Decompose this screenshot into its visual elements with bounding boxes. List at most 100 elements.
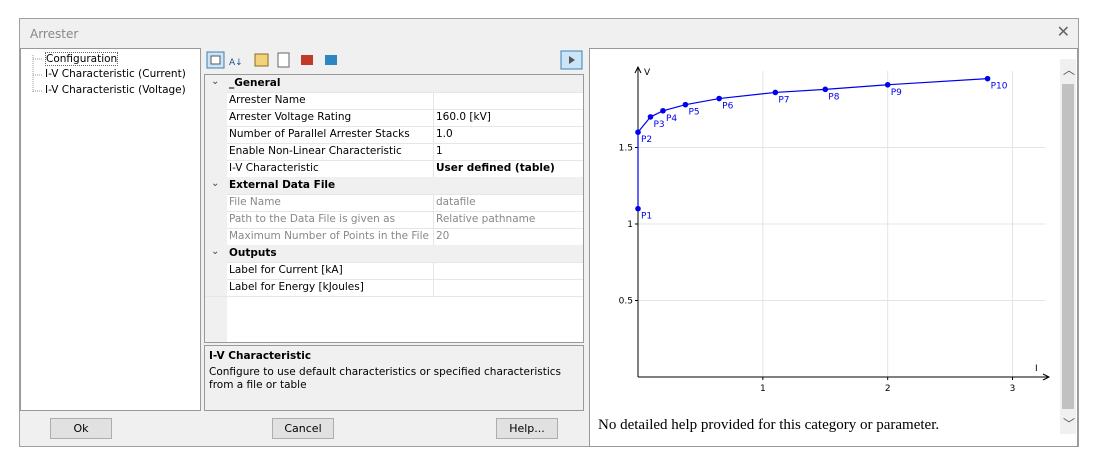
- point-label: P6: [722, 102, 733, 112]
- expander[interactable]: ⌄: [211, 246, 220, 257]
- data-point: [647, 114, 654, 120]
- tool-button[interactable]: [277, 52, 290, 68]
- separator: [433, 228, 434, 245]
- x-tick-label: 1: [760, 384, 766, 394]
- data-point: [884, 81, 891, 88]
- property-row[interactable]: Number of Parallel Arrester Stacks 1.0: [205, 126, 583, 144]
- sort-button[interactable]: A↓: [229, 58, 243, 68]
- property-name: Number of Parallel Arrester Stacks: [229, 128, 410, 140]
- toolbar-icons: A↓: [206, 50, 583, 70]
- property-row[interactable]: Enable Non-Linear Characteristic 1: [205, 143, 583, 161]
- property-row[interactable]: File Name datafile: [205, 194, 583, 212]
- point-label: P5: [688, 108, 699, 118]
- expander[interactable]: ⌄: [211, 178, 220, 189]
- margin: [205, 92, 227, 109]
- property-name: Label for Energy [kJoules]: [229, 281, 364, 293]
- separator: [433, 262, 434, 279]
- data-point: [660, 107, 666, 114]
- description-text: Configure to use default characteristics…: [209, 366, 561, 391]
- description-title: I-V Characteristic: [209, 350, 312, 362]
- data-point: [772, 89, 779, 96]
- point-label: P7: [778, 95, 789, 105]
- margin: [205, 126, 227, 143]
- close-button[interactable]: ✕: [1056, 22, 1070, 41]
- x-tick-label: 3: [1010, 384, 1016, 394]
- description-box: I-V Characteristic Configure to use defa…: [204, 345, 584, 411]
- window-title: Arrester: [30, 27, 79, 41]
- point-label: P8: [828, 92, 839, 102]
- x-tick-label: 2: [885, 384, 891, 394]
- property-row[interactable]: Arrester Voltage Rating 160.0 [kV]: [205, 109, 583, 127]
- property-name: Arrester Voltage Rating: [229, 111, 352, 123]
- data-point: [716, 95, 722, 102]
- separator: [433, 160, 434, 177]
- y-axis-label: V: [644, 68, 651, 78]
- help-button[interactable]: Help...: [496, 418, 558, 439]
- point-label: P3: [653, 120, 664, 130]
- property-value: 160.0 [kV]: [436, 111, 491, 123]
- point-label: P10: [991, 82, 1008, 92]
- separator: [433, 194, 434, 211]
- margin: [205, 160, 227, 177]
- property-name: Enable Non-Linear Characteristic: [229, 145, 402, 157]
- y-tick-label: 0.5: [619, 297, 633, 307]
- category-name: _General: [229, 77, 281, 89]
- property-row[interactable]: Maximum Number of Points in the File 20: [205, 228, 583, 246]
- x-axis-label: I: [1035, 364, 1038, 374]
- margin: [205, 211, 227, 228]
- category-row[interactable]: ⌄ _General: [205, 75, 583, 93]
- category-row[interactable]: ⌄ Outputs: [205, 245, 583, 263]
- data-point: [635, 205, 641, 212]
- y-axis: [634, 65, 642, 377]
- property-name: Arrester Name: [229, 94, 306, 106]
- category-row[interactable]: ⌄ External Data File: [205, 177, 583, 195]
- tool-button[interactable]: [301, 55, 313, 65]
- property-value: Relative pathname: [436, 213, 536, 225]
- point-label: P2: [641, 135, 652, 145]
- property-row[interactable]: Label for Current [kA]: [205, 262, 583, 280]
- separator: [433, 143, 434, 160]
- scroll-thumb[interactable]: [1062, 84, 1074, 409]
- property-value: datafile: [436, 196, 476, 208]
- margin: [205, 109, 227, 126]
- property-row[interactable]: Label for Energy [kJoules]: [205, 279, 583, 297]
- point-label: P9: [891, 88, 902, 98]
- margin: [205, 279, 227, 296]
- property-value: User defined (table): [436, 162, 555, 174]
- property-value: 20: [436, 230, 450, 242]
- separator: [433, 109, 434, 126]
- tree-item[interactable]: Configuration: [45, 52, 119, 66]
- tree-item[interactable]: I-V Characteristic (Voltage): [45, 84, 186, 96]
- margin: [205, 143, 227, 160]
- separator: [433, 279, 434, 296]
- property-row[interactable]: I-V Characteristic User defined (table): [205, 160, 583, 178]
- separator: [433, 211, 434, 228]
- series-line: [637, 78, 988, 209]
- chart-panel: 1 2 3 0.5 1 1.5 V I P1 P2 P3 P4 P5 P6 P7 P8 P9 P10 ︿ ﹀ No…: [589, 48, 1078, 447]
- tree-lines: [32, 55, 43, 93]
- point-label: P1: [641, 212, 652, 222]
- separator: [433, 92, 434, 109]
- tree-panel: Configuration I-V Characteristic (Current…: [20, 48, 201, 411]
- property-row[interactable]: Path to the Data File is given as Relativ…: [205, 211, 583, 229]
- data-point: [822, 86, 829, 93]
- point-label: P4: [666, 114, 677, 124]
- y-tick-label: 1: [627, 220, 633, 230]
- property-name: Maximum Number of Points in the File: [229, 230, 429, 242]
- tool-button[interactable]: [254, 53, 269, 67]
- tree-item[interactable]: I-V Characteristic (Current): [45, 68, 186, 80]
- tool-button[interactable]: [325, 55, 337, 65]
- cancel-button[interactable]: Cancel: [272, 418, 334, 439]
- ok-button[interactable]: Ok: [50, 418, 112, 439]
- property-name: Path to the Data File is given as: [229, 213, 396, 225]
- expander[interactable]: ⌄: [211, 76, 220, 87]
- data-point: [984, 75, 991, 82]
- scrollbar[interactable]: ︿ ﹀: [1060, 59, 1076, 434]
- property-row[interactable]: Arrester Name: [205, 92, 583, 110]
- category-name: Outputs: [229, 247, 277, 259]
- margin: [205, 194, 227, 211]
- margin: [205, 228, 227, 245]
- data-point: [635, 129, 641, 135]
